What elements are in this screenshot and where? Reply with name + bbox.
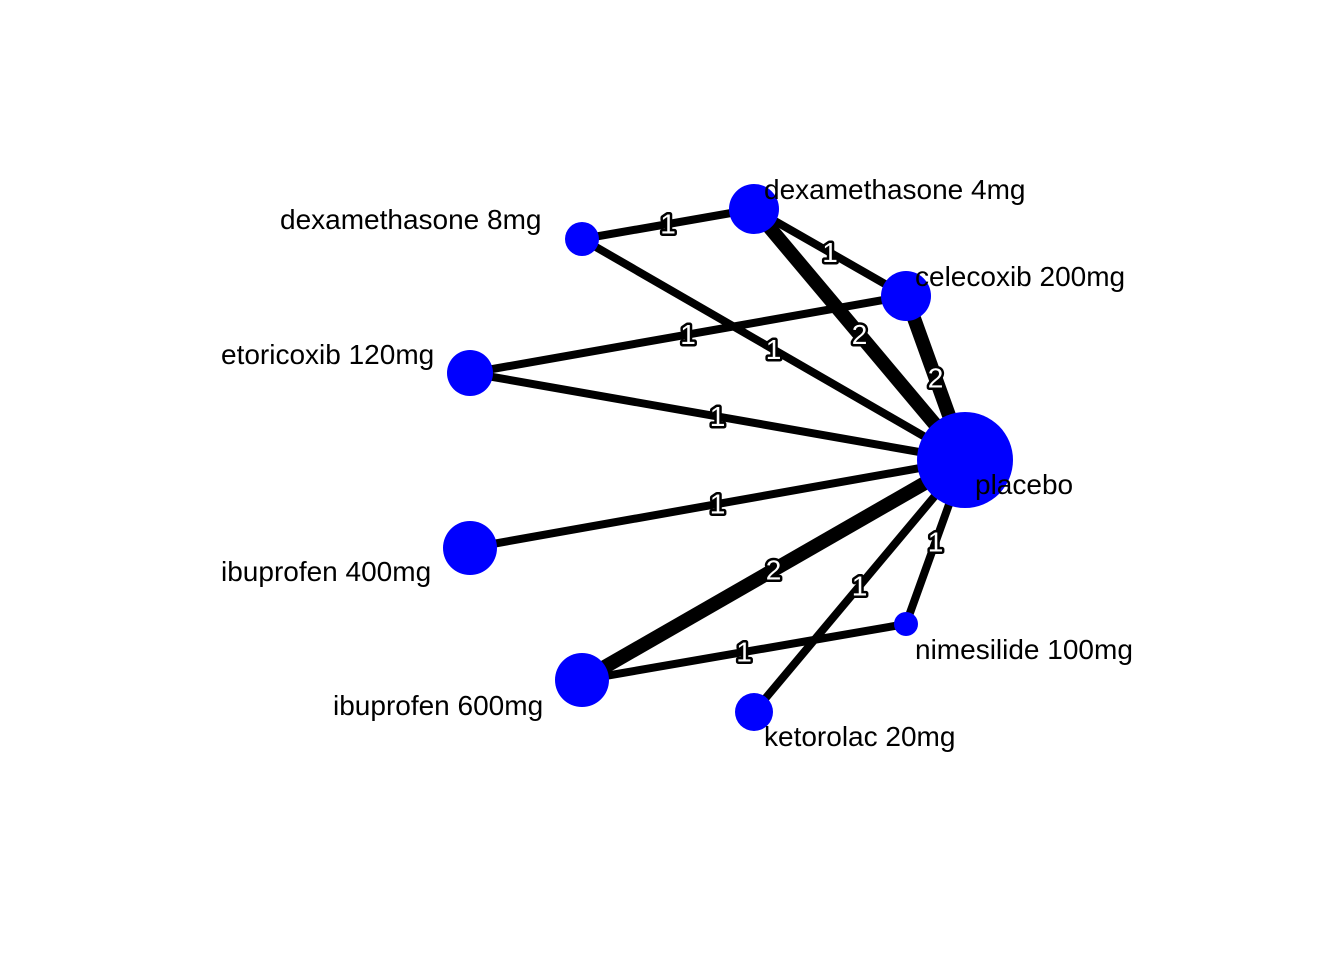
- node-label-dex8: dexamethasone 8mg: [280, 204, 542, 235]
- node-ibu400: [443, 521, 497, 575]
- edge-eto120-placebo: [469, 369, 966, 464]
- node-labels-layer: dexamethasone 8mg dexamethasone 4mg celeco…: [221, 174, 1133, 752]
- edge-ket20-placebo: [750, 457, 969, 715]
- edge-ibu600-nim100: [581, 620, 907, 684]
- edge-label-ibu600-nim100: 1: [736, 637, 752, 668]
- edge-dex8-placebo: [580, 235, 967, 464]
- edge-dex8-dex4: [581, 205, 755, 243]
- node-label-nim100: nimesilide 100mg: [915, 634, 1133, 665]
- edge-label-cel200-placebo: 2: [928, 363, 944, 394]
- node-label-dex4: dexamethasone 4mg: [764, 174, 1026, 205]
- edge-label-dex4-placebo: 2: [852, 319, 868, 350]
- edge-label-dex4-cel200: 1: [822, 237, 838, 268]
- edge-label-nim100-placebo: 1: [928, 527, 944, 558]
- edge-label-outline-ibu600-nim100: 1: [736, 637, 752, 668]
- edge-label-outline-ibu400-placebo: 1: [710, 489, 726, 520]
- edge-ibu400-placebo: [469, 456, 966, 552]
- node-label-ibu600: ibuprofen 600mg: [333, 690, 543, 721]
- edges-layer: [469, 204, 972, 715]
- edge-label-eto120-placebo: 1: [710, 401, 726, 432]
- nodes-layer: [443, 184, 1013, 731]
- edge-label-outline-dex8-dex4: 1: [660, 209, 676, 240]
- edge-label-dex8-dex4: 1: [660, 209, 676, 240]
- node-eto120: [447, 350, 493, 396]
- node-label-ket20: ketorolac 20mg: [764, 721, 955, 752]
- node-nim100: [894, 612, 918, 636]
- edge-dex4-cel200: [752, 205, 908, 300]
- node-placebo: [917, 412, 1013, 508]
- node-dex4: [729, 184, 779, 234]
- edge-label-outline-eto120-cel200: 1: [680, 319, 696, 350]
- edge-label-outline-dex4-placebo: 2: [852, 319, 868, 350]
- edge-label-outline-dex8-placebo: 1: [766, 334, 782, 365]
- node-label-placebo: placebo: [975, 469, 1073, 500]
- edge-label-outline-nim100-placebo: 1: [928, 527, 944, 558]
- edge-dex4-placebo: [748, 204, 971, 465]
- edge-label-outline-eto120-placebo: 1: [710, 401, 726, 432]
- node-ibu600: [555, 653, 609, 707]
- edge-label-ibu600-placebo: 2: [766, 555, 782, 586]
- node-cel200: [881, 271, 931, 321]
- edge-label-outline-dex4-cel200: 1: [822, 237, 838, 268]
- edge-label-outline-cel200-placebo: 2: [928, 363, 944, 394]
- edge-label-dex8-placebo: 1: [766, 334, 782, 365]
- edge-label-outline-ket20-placebo: 1: [852, 571, 868, 602]
- edge-label-ket20-placebo: 1: [852, 571, 868, 602]
- node-label-eto120: etoricoxib 120mg: [221, 339, 434, 370]
- edge-label-outline-ibu600-placebo: 2: [766, 555, 782, 586]
- node-ket20: [735, 693, 773, 731]
- node-dex8: [565, 222, 599, 256]
- node-label-ibu400: ibuprofen 400mg: [221, 556, 431, 587]
- edge-ibu600-placebo: [578, 453, 969, 687]
- edge-label-eto120-cel200: 1: [680, 319, 696, 350]
- node-label-cel200: celecoxib 200mg: [915, 261, 1125, 292]
- edge-label-ibu400-placebo: 1: [710, 489, 726, 520]
- edge-eto120-cel200: [469, 292, 907, 377]
